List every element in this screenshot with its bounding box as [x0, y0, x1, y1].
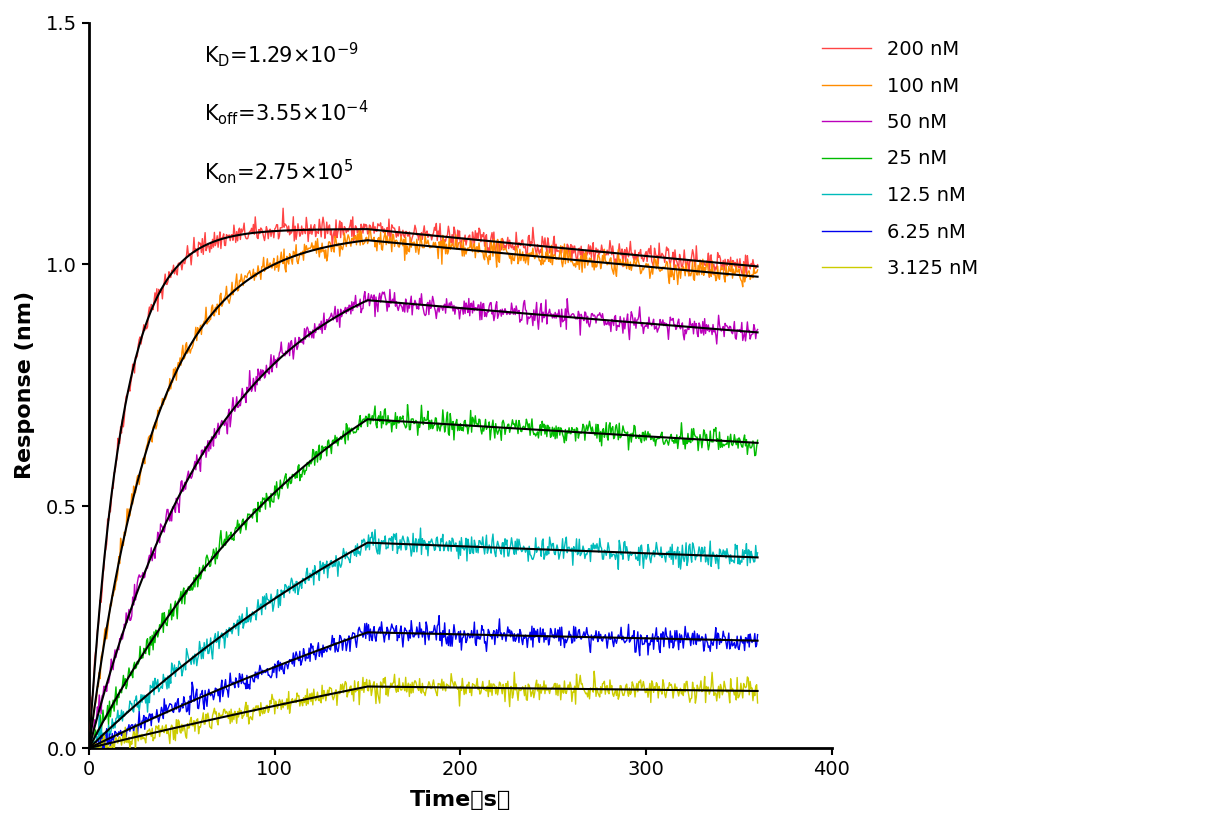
3.125 nM: [81, 743, 96, 753]
X-axis label: Time（s）: Time（s）: [410, 790, 511, 810]
12.5 nM: [477, 549, 492, 559]
Y-axis label: Response (nm): Response (nm): [15, 291, 34, 479]
50 nM: [229, 392, 244, 402]
6.25 nM: [543, 624, 558, 634]
100 nM: [81, 743, 96, 753]
Line: 25 nM: 25 nM: [89, 404, 758, 751]
100 nM: [750, 265, 765, 275]
200 nM: [81, 743, 96, 753]
25 nM: [691, 446, 706, 455]
200 nM: [477, 228, 492, 238]
3.125 nM: [586, 667, 601, 676]
50 nM: [691, 332, 706, 342]
6.25 nM: [81, 743, 96, 753]
25 nM: [81, 743, 96, 753]
25 nM: [543, 432, 558, 442]
12.5 nM: [229, 619, 244, 629]
Text: K$_\mathregular{on}$=2.75×10$^{5}$: K$_\mathregular{on}$=2.75×10$^{5}$: [205, 157, 354, 186]
Line: 200 nM: 200 nM: [89, 208, 758, 748]
Text: K$_\mathregular{off}$=3.55×10$^{-4}$: K$_\mathregular{off}$=3.55×10$^{-4}$: [205, 99, 368, 128]
Line: 3.125 nM: 3.125 nM: [89, 672, 758, 757]
200 nM: [257, 236, 272, 246]
12.5 nM: [257, 604, 272, 614]
25 nM: [229, 523, 244, 533]
Line: 100 nM: 100 nM: [89, 228, 758, 749]
6.25 nM: [257, 667, 272, 677]
12.5 nM: [89, 749, 103, 759]
25 nM: [477, 422, 492, 431]
200 nM: [228, 238, 243, 248]
6.25 nM: [431, 610, 446, 620]
50 nM: [382, 285, 397, 295]
200 nM: [690, 256, 705, 266]
25 nM: [84, 746, 99, 756]
50 nM: [750, 324, 765, 334]
12.5 nM: [413, 523, 428, 533]
200 nM: [411, 235, 426, 245]
6.25 nM: [691, 636, 706, 646]
Text: K$_\mathregular{D}$=1.29×10$^{-9}$: K$_\mathregular{D}$=1.29×10$^{-9}$: [205, 40, 360, 69]
50 nM: [413, 294, 428, 304]
3.125 nM: [477, 685, 492, 695]
25 nM: [413, 422, 428, 432]
200 nM: [750, 260, 765, 270]
12.5 nM: [543, 538, 558, 548]
50 nM: [257, 371, 272, 381]
3.125 nM: [750, 698, 765, 708]
200 nM: [276, 203, 291, 213]
25 nM: [750, 436, 765, 446]
50 nM: [81, 743, 96, 753]
100 nM: [362, 223, 377, 233]
3.125 nM: [257, 705, 272, 715]
12.5 nM: [411, 535, 426, 544]
Line: 12.5 nM: 12.5 nM: [89, 528, 758, 754]
3.125 nM: [691, 684, 706, 694]
12.5 nM: [691, 549, 706, 559]
25 nM: [400, 399, 415, 409]
25 nM: [257, 504, 272, 514]
100 nM: [413, 243, 428, 252]
50 nM: [543, 310, 558, 320]
100 nM: [691, 261, 706, 271]
6.25 nM: [477, 639, 492, 648]
100 nM: [257, 262, 272, 272]
100 nM: [83, 744, 97, 754]
6.25 nM: [411, 633, 426, 643]
200 nM: [542, 248, 557, 258]
Line: 50 nM: 50 nM: [89, 290, 758, 752]
50 nM: [477, 312, 492, 322]
12.5 nM: [81, 743, 96, 753]
6.25 nM: [85, 750, 100, 760]
Line: 6.25 nM: 6.25 nM: [89, 615, 758, 755]
6.25 nM: [750, 629, 765, 639]
3.125 nM: [229, 719, 244, 728]
12.5 nM: [750, 548, 765, 558]
3.125 nM: [542, 689, 557, 699]
50 nM: [83, 747, 97, 757]
100 nM: [477, 255, 492, 265]
100 nM: [229, 269, 244, 279]
Legend: 200 nM, 100 nM, 50 nM, 25 nM, 12.5 nM, 6.25 nM, 3.125 nM: 200 nM, 100 nM, 50 nM, 25 nM, 12.5 nM, 6…: [814, 32, 986, 285]
100 nM: [543, 257, 558, 267]
3.125 nM: [92, 752, 107, 762]
6.25 nM: [229, 676, 244, 686]
3.125 nM: [411, 686, 426, 695]
